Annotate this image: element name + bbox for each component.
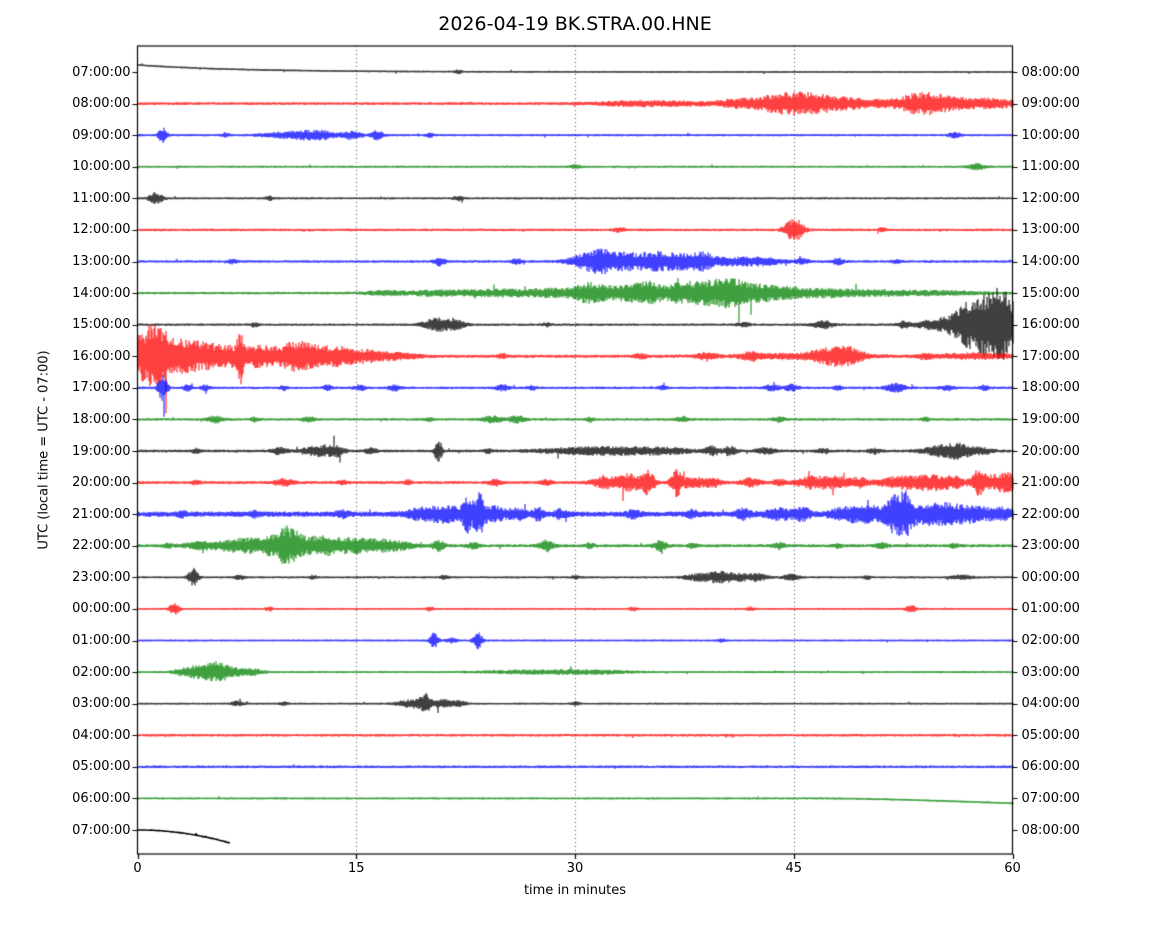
utc-time-label: 07:00:00: [72, 822, 131, 838]
utc-time-label: 10:00:00: [72, 159, 131, 175]
x-tick-label: 45: [785, 861, 803, 876]
utc-time-label: 07:00:00: [72, 64, 131, 80]
y-axis-label: UTC (local time = UTC - 07:00): [36, 350, 52, 550]
row-end-time-label: 16:00:00: [1021, 317, 1080, 333]
utc-time-label: 00:00:00: [72, 601, 131, 617]
row-end-time-label: 15:00:00: [1021, 285, 1080, 301]
utc-time-label: 01:00:00: [72, 633, 131, 648]
row-end-time-label: 20:00:00: [1021, 443, 1080, 459]
utc-time-label: 11:00:00: [72, 190, 131, 206]
utc-time-label: 12:00:00: [72, 222, 131, 238]
row-end-time-label: 21:00:00: [1021, 475, 1080, 491]
utc-time-label: 14:00:00: [72, 285, 131, 301]
row-end-time-label: 05:00:00: [1021, 727, 1080, 743]
x-tick-label: 0: [133, 861, 142, 876]
utc-time-label: 23:00:00: [72, 569, 131, 585]
row-end-time-label: 23:00:00: [1021, 538, 1080, 554]
row-end-time-label: 00:00:00: [1021, 569, 1080, 585]
row-end-time-label: 04:00:00: [1021, 696, 1080, 712]
utc-time-label: 05:00:00: [72, 759, 131, 775]
row-end-time-label: 09:00:00: [1021, 96, 1080, 112]
utc-time-label: 04:00:00: [72, 727, 131, 743]
x-axis-label: time in minutes: [523, 883, 627, 898]
utc-time-label: 08:00:00: [72, 96, 131, 112]
utc-time-label: 02:00:00: [72, 664, 131, 680]
x-tick-label: 15: [347, 861, 365, 876]
row-end-time-label: 01:00:00: [1021, 601, 1080, 617]
chart-title: 2026-04-19 BK.STRA.00.HNE: [438, 13, 712, 35]
x-tick-label: 60: [1004, 861, 1021, 876]
utc-time-label: 16:00:00: [72, 348, 131, 364]
utc-time-label: 17:00:00: [72, 380, 131, 396]
utc-time-label: 13:00:00: [72, 254, 131, 269]
utc-time-label: 06:00:00: [72, 790, 131, 806]
row-end-time-label: 10:00:00: [1021, 127, 1080, 143]
row-end-time-label: 08:00:00: [1021, 822, 1080, 838]
x-tick-label: 30: [566, 861, 584, 876]
utc-time-label: 03:00:00: [72, 696, 131, 712]
row-end-time-label: 13:00:00: [1021, 222, 1080, 238]
row-end-time-label: 22:00:00: [1021, 506, 1080, 522]
utc-time-label: 20:00:00: [72, 475, 131, 491]
row-end-time-label: 02:00:00: [1021, 633, 1080, 648]
row-end-time-label: 08:00:00: [1021, 64, 1080, 80]
row-end-time-label: 11:00:00: [1021, 159, 1080, 175]
utc-time-label: 18:00:00: [72, 411, 131, 427]
row-end-time-label: 14:00:00: [1021, 254, 1080, 269]
row-end-time-label: 18:00:00: [1021, 380, 1080, 396]
utc-time-label: 15:00:00: [72, 317, 131, 333]
row-end-time-label: 06:00:00: [1021, 759, 1080, 775]
utc-time-label: 09:00:00: [72, 127, 131, 143]
row-end-time-label: 12:00:00: [1021, 190, 1080, 206]
utc-time-label: 22:00:00: [72, 538, 131, 554]
row-end-time-label: 17:00:00: [1021, 348, 1080, 364]
row-end-time-label: 19:00:00: [1021, 411, 1080, 427]
utc-time-label: 21:00:00: [72, 506, 131, 522]
row-end-time-label: 03:00:00: [1021, 664, 1080, 680]
row-end-time-label: 07:00:00: [1021, 790, 1080, 806]
utc-time-label: 19:00:00: [72, 443, 131, 459]
